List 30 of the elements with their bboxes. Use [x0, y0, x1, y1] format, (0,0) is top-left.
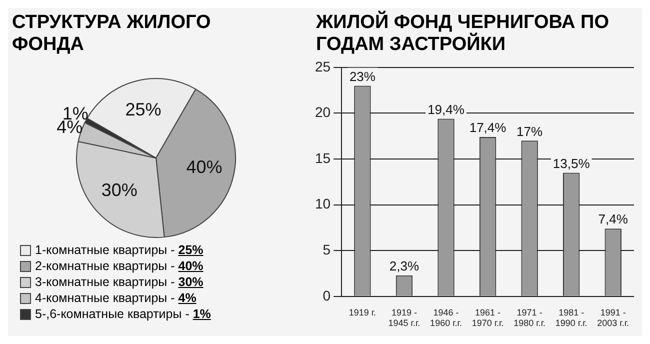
data-label: 40%: [186, 157, 222, 178]
x-tick-label: 1981 - 1990 г.г.: [555, 307, 588, 328]
x-tick-label: 1919 г.: [348, 307, 376, 318]
chart-title: СТРУКТУРА ЖИЛОГО ФОНДА: [12, 12, 212, 56]
chart-title: ЖИЛОЙ ФОНД ЧЕРНИГОВА ПО ГОДАМ ЗАСТРОЙКИ: [316, 12, 610, 56]
y-tick-label: 20: [314, 104, 331, 120]
data-label: 23%: [349, 68, 376, 84]
data-label: 13,5%: [552, 156, 590, 171]
data-label: 2,3%: [389, 258, 420, 274]
legend-label: 5-,6-комнатные квартиры - 1%: [35, 307, 211, 321]
data-label: 17,4%: [469, 120, 507, 136]
x-tick-label: 1961 - 1970 г.г.: [472, 307, 504, 328]
y-tick-label: 10: [314, 196, 331, 212]
x-tick-label: 1971 - 1980 г.г.: [514, 307, 546, 328]
legend-label: 4-комнатные квартиры - 4%: [35, 291, 196, 305]
x-tick-label: 1991 - 2003 г.г.: [597, 307, 630, 328]
data-label: 7,4%: [598, 212, 628, 227]
legend-label: 2-комнатные квартиры - 40%: [35, 259, 204, 273]
y-tick-label: 25: [314, 58, 331, 74]
legend-label: 3-комнатные квартиры - 30%: [35, 275, 204, 289]
x-tick-label: 1946 - 1960 г.г.: [430, 307, 462, 328]
x-tick-label: 1919 - 1945 г.г.: [388, 307, 420, 328]
data-label: 25%: [125, 99, 162, 120]
y-tick-label: 15: [314, 150, 331, 166]
y-tick-label: 0: [322, 287, 331, 304]
data-label: 30%: [101, 180, 138, 200]
data-label: 19,4%: [428, 102, 465, 117]
data-label: 17%: [516, 124, 544, 139]
y-tick-label: 5: [322, 241, 331, 258]
legend-label: 1-комнатные квартиры - 25%: [35, 243, 204, 257]
